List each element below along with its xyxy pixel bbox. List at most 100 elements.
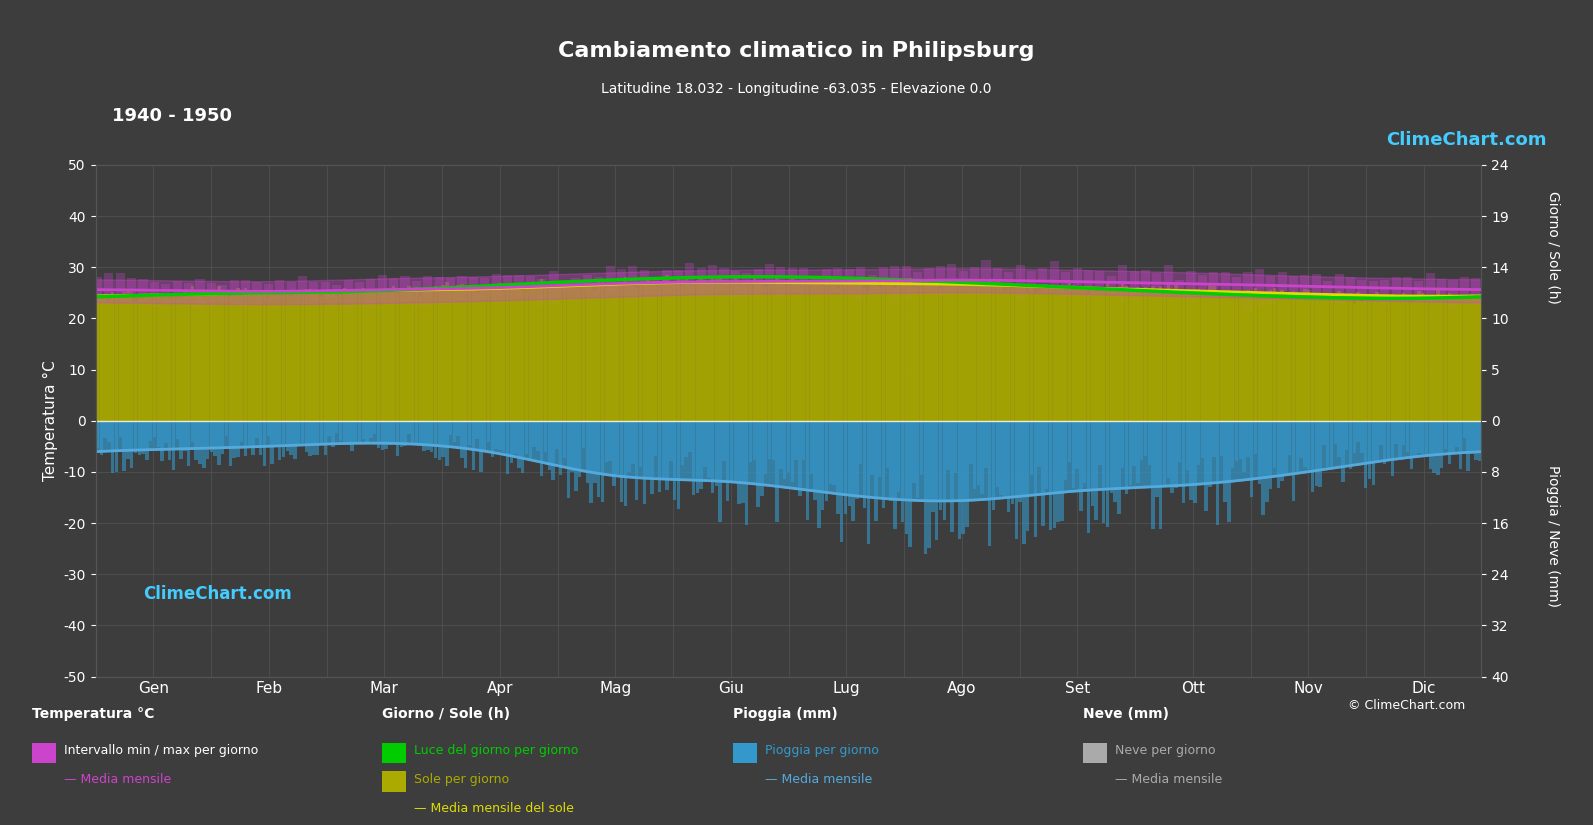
Bar <box>309 281 319 305</box>
Bar <box>452 291 456 421</box>
Bar <box>1418 291 1421 421</box>
Bar <box>996 421 999 488</box>
Bar <box>1410 421 1413 469</box>
Bar <box>977 421 980 485</box>
Bar <box>424 276 432 306</box>
Bar <box>1125 421 1128 493</box>
Bar <box>836 421 840 513</box>
Bar <box>134 421 137 453</box>
Bar <box>537 421 540 450</box>
Bar <box>425 287 430 421</box>
Bar <box>1352 304 1356 421</box>
Bar <box>1072 421 1075 488</box>
Bar <box>344 280 352 312</box>
Bar <box>1448 293 1451 421</box>
Bar <box>722 421 726 461</box>
Bar <box>1295 291 1298 421</box>
Bar <box>734 421 738 483</box>
Bar <box>760 421 763 497</box>
Bar <box>365 421 368 442</box>
Bar <box>296 421 301 446</box>
Bar <box>180 421 183 460</box>
Bar <box>378 275 387 301</box>
Bar <box>561 280 569 291</box>
Bar <box>175 421 178 439</box>
Bar <box>1421 294 1424 421</box>
Bar <box>556 288 559 421</box>
Bar <box>515 276 524 298</box>
Bar <box>757 421 760 507</box>
Bar <box>274 294 277 421</box>
Bar <box>1255 269 1263 306</box>
Bar <box>551 289 554 421</box>
Bar <box>392 286 395 421</box>
Bar <box>1053 290 1056 421</box>
Bar <box>320 421 323 445</box>
Bar <box>100 299 104 421</box>
Bar <box>104 295 107 421</box>
Bar <box>304 421 307 452</box>
Bar <box>131 292 134 421</box>
Bar <box>411 290 414 421</box>
Bar <box>1029 421 1034 475</box>
Bar <box>720 268 728 291</box>
Bar <box>883 281 886 421</box>
Text: Temperatura °C: Temperatura °C <box>32 707 155 721</box>
Bar <box>354 421 357 443</box>
Bar <box>1174 285 1177 421</box>
Bar <box>867 421 870 544</box>
Bar <box>279 293 282 421</box>
Bar <box>1251 421 1254 497</box>
Bar <box>1198 275 1207 297</box>
Bar <box>703 280 707 421</box>
Bar <box>1016 266 1024 300</box>
Bar <box>1196 421 1200 464</box>
Bar <box>1338 421 1341 457</box>
Bar <box>658 283 661 421</box>
Bar <box>446 278 456 304</box>
Bar <box>752 421 757 460</box>
Bar <box>529 287 532 421</box>
Bar <box>867 290 870 421</box>
Bar <box>1257 296 1262 421</box>
Bar <box>597 280 601 421</box>
Bar <box>1391 421 1394 476</box>
Bar <box>1209 421 1212 487</box>
Bar <box>266 421 271 436</box>
Bar <box>266 298 271 421</box>
Bar <box>1330 297 1333 421</box>
Bar <box>1448 421 1451 464</box>
Bar <box>127 277 137 294</box>
Bar <box>1061 287 1064 421</box>
Bar <box>1125 286 1128 421</box>
Bar <box>890 266 900 302</box>
Bar <box>601 421 604 502</box>
Bar <box>726 283 730 421</box>
Bar <box>927 283 930 421</box>
Bar <box>1083 287 1086 421</box>
Bar <box>559 288 562 421</box>
Bar <box>1437 279 1446 302</box>
Bar <box>479 421 483 472</box>
Bar <box>612 283 615 421</box>
Bar <box>806 421 809 520</box>
Bar <box>631 286 634 421</box>
Bar <box>354 291 357 421</box>
Bar <box>1322 421 1325 445</box>
Bar <box>703 421 707 467</box>
Bar <box>1163 266 1172 296</box>
Bar <box>320 282 330 299</box>
Bar <box>452 421 456 441</box>
Bar <box>1311 421 1314 493</box>
Bar <box>373 292 376 421</box>
Bar <box>298 276 307 304</box>
Text: Giorno / Sole (h): Giorno / Sole (h) <box>382 707 510 721</box>
Bar <box>1352 421 1356 453</box>
Bar <box>1007 421 1010 512</box>
Bar <box>828 285 832 421</box>
Bar <box>935 421 938 540</box>
Bar <box>185 283 193 306</box>
Bar <box>1284 421 1287 474</box>
Bar <box>1281 290 1284 421</box>
Bar <box>601 279 604 421</box>
